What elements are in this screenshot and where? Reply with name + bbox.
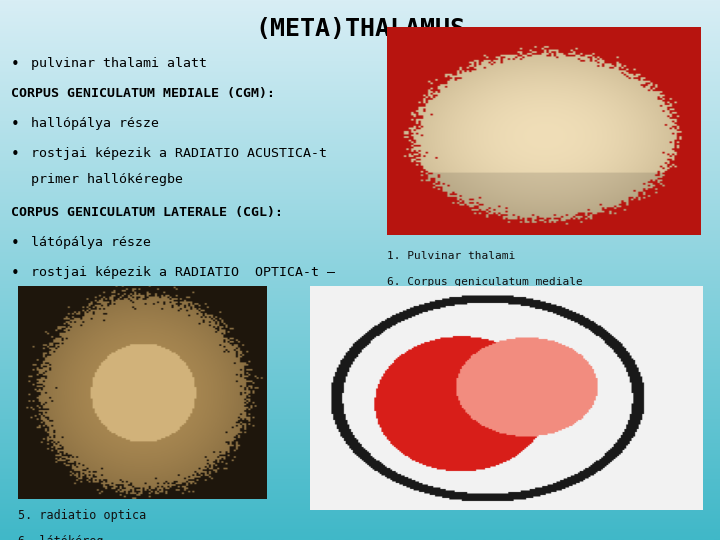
Text: rostjai képezik a RADIATIO ACUSTICA-t: rostjai képezik a RADIATIO ACUSTICA-t (31, 147, 327, 160)
Text: 6. Corpus geniculatum mediale: 6. Corpus geniculatum mediale (387, 277, 583, 287)
Text: 1. Pulvinar thalami: 1. Pulvinar thalami (387, 251, 516, 261)
Text: •: • (11, 147, 19, 162)
Text: •: • (11, 236, 19, 251)
Text: hallópálya része: hallópálya része (31, 117, 159, 130)
Text: 6. látókéreg: 6. látókéreg (18, 535, 104, 540)
Text: CORPUS GENICULATUM LATERALE (CGL):: CORPUS GENICULATUM LATERALE (CGL): (11, 206, 283, 219)
Text: primer hallókéregbe: primer hallókéregbe (31, 173, 183, 186)
Text: rostjai képezik a RADIATIO  OPTICA-t –: rostjai képezik a RADIATIO OPTICA-t – (31, 266, 335, 279)
Text: •: • (11, 57, 19, 72)
Text: látópálya része: látópálya része (31, 236, 151, 249)
Text: •: • (11, 117, 19, 132)
Text: 5. radiatio optica: 5. radiatio optica (18, 509, 146, 522)
Text: 7. Corpus geniculatum laterale: 7. Corpus geniculatum laterale (387, 303, 590, 313)
Text: CORPUS GENICULATUM MEDIALE (CGM):: CORPUS GENICULATUM MEDIALE (CGM): (11, 87, 275, 100)
Text: primer látókéregbe: primer látókéregbe (31, 293, 175, 306)
Text: •: • (11, 266, 19, 281)
Text: (META)THALAMUS: (META)THALAMUS (255, 17, 465, 41)
Text: pulvinar thalami alatt: pulvinar thalami alatt (31, 57, 207, 70)
